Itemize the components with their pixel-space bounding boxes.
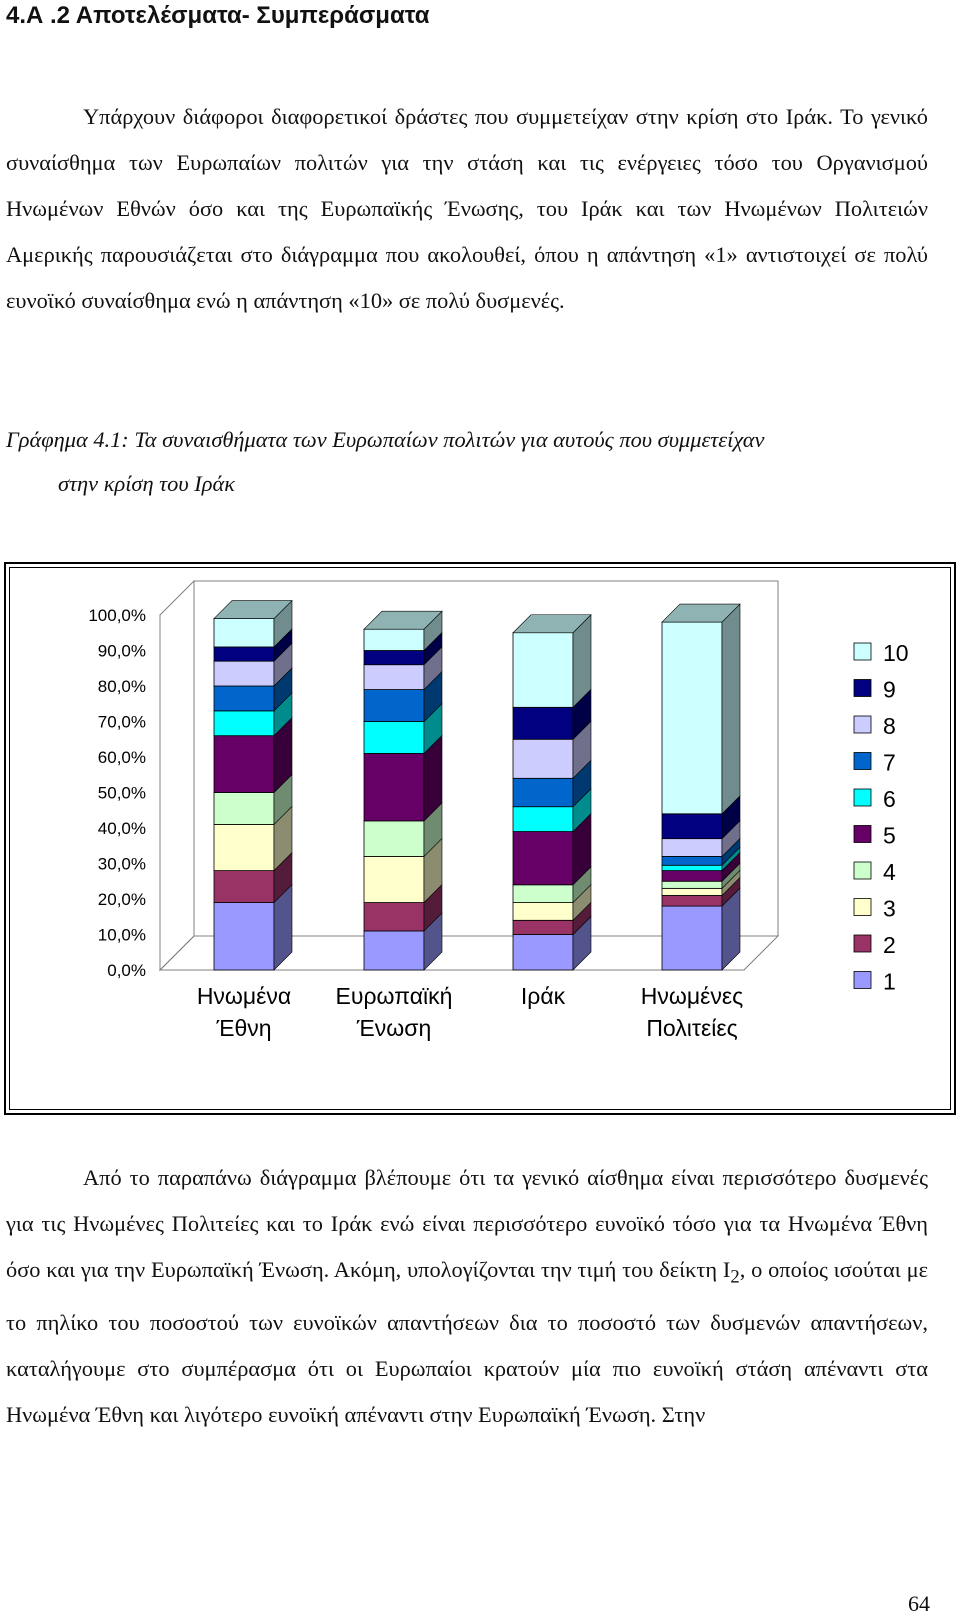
bar-segment <box>363 689 425 722</box>
bar-segment <box>512 738 574 779</box>
bar-segment <box>661 887 723 896</box>
bar-segment <box>661 855 723 866</box>
y-tick-label: 10,0% <box>98 926 146 945</box>
bar-segment <box>213 792 275 825</box>
y-tick-label: 90,0% <box>98 642 146 661</box>
legend-label: 8 <box>883 713 896 739</box>
bar-segment <box>661 880 723 889</box>
legend-swatch <box>853 934 872 953</box>
legend-label: 2 <box>883 932 896 958</box>
legend-swatch <box>853 861 872 880</box>
bar-segment <box>661 813 723 840</box>
bar-segment <box>512 706 574 740</box>
bar-segment <box>661 895 723 907</box>
legend-swatch <box>853 788 872 807</box>
bar-segment <box>213 685 275 712</box>
y-tick-label: 20,0% <box>98 890 146 909</box>
bar-top <box>661 603 741 623</box>
bar-segment <box>661 905 723 971</box>
y-tick-label: 0,0% <box>107 961 146 980</box>
bar-segment <box>512 806 574 832</box>
intro-paragraph: Υπάρχουν διάφοροι διαφορετικοί δράστες π… <box>6 94 928 324</box>
bar-segment <box>363 650 425 666</box>
bar-segment <box>363 664 425 690</box>
bar-top <box>363 610 443 630</box>
bar-segment <box>213 870 275 903</box>
category-label: Ένωση <box>356 1015 431 1041</box>
bar-top <box>512 614 592 634</box>
bar-segment <box>512 934 574 971</box>
bar-segment <box>363 902 425 932</box>
chart-side-wall <box>159 579 195 972</box>
figure-caption-line1: Γράφημα 4.1: Τα συναισθήματα των Ευρωπαί… <box>6 427 765 452</box>
legend-swatch <box>853 752 872 770</box>
legend-swatch <box>853 642 872 661</box>
bar-segment <box>661 621 723 815</box>
legend-label: 4 <box>883 859 896 885</box>
bar-segment <box>213 824 275 872</box>
index-subscript: 2 <box>730 1266 740 1288</box>
bar-segment <box>512 632 574 708</box>
bar-segment <box>213 735 275 793</box>
y-tick-label: 60,0% <box>98 748 146 767</box>
bar-segment <box>363 820 425 857</box>
category-label: Ευρωπαϊκή <box>336 983 453 1009</box>
legend-label: 9 <box>883 677 896 703</box>
bar-segment <box>213 902 275 971</box>
stacked-bar-chart: 0,0% 10,0% 20,0% 30,0% 40,0% 50,0% 60,0% 70,0% 8… <box>88 579 909 1041</box>
bar-segment <box>213 646 275 662</box>
legend-label: 5 <box>883 823 896 849</box>
bar-segment <box>512 902 574 921</box>
intro-paragraph-text: Υπάρχουν διάφοροι διαφορετικοί δράστες π… <box>6 104 928 313</box>
section-heading: 4.Α .2 Αποτελέσματα- Συμπεράσματα <box>6 2 430 29</box>
figure-caption: Γράφημα 4.1: Τα συναισθήματα των Ευρωπαί… <box>6 418 928 506</box>
bar-segment <box>363 855 425 903</box>
bar-segment <box>363 930 425 971</box>
legend-label: 6 <box>883 786 896 812</box>
legend-swatch <box>853 825 872 843</box>
bar-segment <box>512 831 574 886</box>
bar-segment <box>512 919 574 935</box>
bar-segment-side <box>721 603 741 815</box>
bar-segment <box>661 864 723 871</box>
conclusion-paragraph-text: Από το παραπάνω διάγραμμα βλέπουμε ότι τ… <box>6 1165 928 1282</box>
y-tick-label: 100,0% <box>88 606 146 625</box>
legend-swatch <box>853 715 872 734</box>
category-label: Ηνωμένες <box>641 983 743 1009</box>
bar-segment <box>661 838 723 857</box>
legend-label: 3 <box>883 896 896 922</box>
page-number: 64 <box>908 1591 930 1616</box>
legend-label: 1 <box>883 969 896 995</box>
legend-swatch <box>853 679 872 697</box>
legend-label: 10 <box>883 640 909 666</box>
bar-segment <box>213 710 275 737</box>
y-tick-label: 40,0% <box>98 819 146 838</box>
figure-caption-line2: στην κρίση του Ιράκ <box>58 471 235 496</box>
bar-segment <box>512 777 574 808</box>
bar-segment <box>363 628 425 651</box>
bar-segment <box>512 884 574 903</box>
bar-segment <box>213 660 275 687</box>
conclusion-paragraph-tail: , ο οποίος ισούται με το πηλίκο του ποσο… <box>6 1257 929 1428</box>
y-tick-label: 80,0% <box>98 677 146 696</box>
category-label: Έθνη <box>215 1015 271 1041</box>
bar-segment <box>661 870 723 882</box>
category-label: Ηνωμένα <box>197 983 291 1009</box>
bar-segment <box>363 753 425 822</box>
bar-segment <box>213 618 275 648</box>
y-tick-label: 70,0% <box>98 713 146 732</box>
legend-swatch <box>853 898 872 916</box>
y-tick-label: 30,0% <box>98 855 146 874</box>
category-label: Πολιτείες <box>646 1015 737 1041</box>
chart-frame: 0,0% 10,0% 20,0% 30,0% 40,0% 50,0% 60,0% 70,0% 8… <box>4 562 956 1115</box>
y-tick-label: 50,0% <box>98 784 146 803</box>
legend-swatch <box>853 971 872 989</box>
category-label: Ιράκ <box>521 983 566 1009</box>
bar-segment <box>363 721 425 754</box>
conclusion-paragraph: Από το παραπάνω διάγραμμα βλέπουμε ότι τ… <box>6 1155 928 1438</box>
bar-top <box>213 600 293 619</box>
legend-label: 7 <box>883 750 896 776</box>
